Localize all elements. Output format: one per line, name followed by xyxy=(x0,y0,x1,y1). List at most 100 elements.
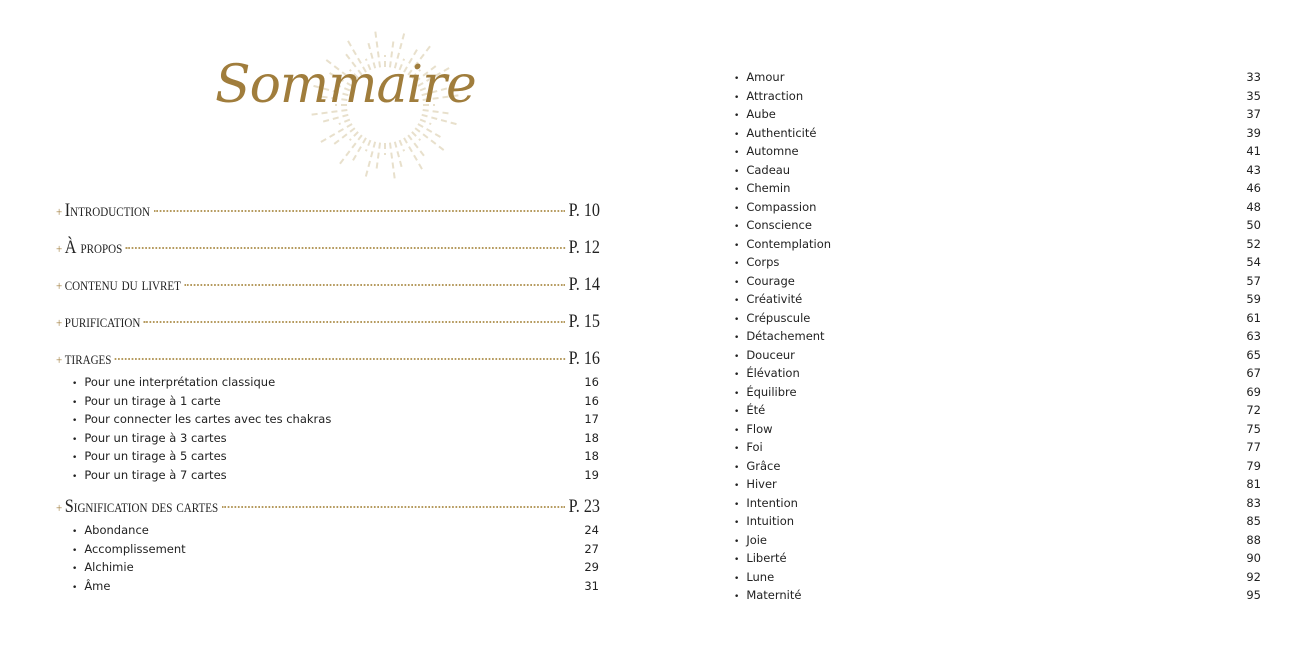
dot-leader xyxy=(114,358,566,360)
toc-entry[interactable]: • Équilibre 69 xyxy=(734,383,1261,402)
plus-icon: + xyxy=(56,241,63,256)
toc-section[interactable]: + purification P. 15 xyxy=(56,311,600,333)
bullet-icon: • xyxy=(72,453,78,463)
toc-entry[interactable]: • Pour un tirage à 7 cartes 19 xyxy=(72,466,599,485)
entry-page: 19 xyxy=(584,467,599,482)
toc-entry[interactable]: • Amour 33 xyxy=(734,68,1261,87)
toc-entry[interactable]: • Automne 41 xyxy=(734,142,1261,161)
entry-page: 85 xyxy=(1246,514,1261,528)
toc-entry[interactable]: • Corps 54 xyxy=(734,253,1261,272)
section-label: À propos xyxy=(64,237,123,258)
entry-page: 75 xyxy=(1246,421,1261,436)
bullet-icon: • xyxy=(734,203,740,214)
entry-page: 48 xyxy=(1246,199,1261,214)
toc-entry[interactable]: • Chemin 46 xyxy=(734,179,1261,198)
bullet-icon: • xyxy=(72,545,78,556)
toc-entry[interactable]: • Intuition 85 xyxy=(734,512,1261,531)
entry-page: 16 xyxy=(584,375,599,389)
toc-entry[interactable]: • Âme 31 xyxy=(72,577,599,596)
section-page: P. 14 xyxy=(568,274,600,295)
toc-entry[interactable]: • Authenticité 39 xyxy=(734,124,1261,143)
bullet-icon: • xyxy=(734,555,740,565)
entry-page: 52 xyxy=(1246,236,1261,251)
entry-page: 90 xyxy=(1246,551,1261,565)
entry-page: 57 xyxy=(1246,273,1261,288)
toc-entry[interactable]: • Courage 57 xyxy=(734,272,1261,291)
entry-label: Conscience xyxy=(746,218,812,232)
toc-entry[interactable]: • Accomplissement 27 xyxy=(72,540,599,559)
bullet-icon: • xyxy=(734,481,740,491)
toc-entry[interactable]: • Flow 75 xyxy=(734,420,1261,439)
entry-page: 54 xyxy=(1246,255,1261,269)
entry-page: 24 xyxy=(584,523,599,537)
toc-entry[interactable]: • Contemplation 52 xyxy=(734,235,1261,254)
bullet-icon: • xyxy=(72,527,78,537)
toc-entry[interactable]: • Détachement 63 xyxy=(734,327,1261,346)
toc-entry[interactable]: • Douceur 65 xyxy=(734,346,1261,365)
section-label: tirages xyxy=(64,348,112,369)
toc-entry[interactable]: • Pour un tirage à 1 carte 16 xyxy=(72,392,599,411)
toc-entry[interactable]: • Hiver 81 xyxy=(734,475,1261,494)
toc-entry[interactable]: • Maternité 95 xyxy=(734,586,1261,605)
toc-entry[interactable]: • Lune 92 xyxy=(734,568,1261,587)
plus-icon: + xyxy=(56,500,63,515)
toc-entry[interactable]: • Pour connecter les cartes avec tes chak… xyxy=(72,410,599,429)
entry-page: 39 xyxy=(1246,125,1261,140)
toc-entry[interactable]: • Conscience 50 xyxy=(734,216,1261,235)
toc-section[interactable]: + Signification des cartes P. 23 xyxy=(56,496,600,518)
section-page: P. 12 xyxy=(568,237,600,258)
entry-label: Lune xyxy=(746,569,775,584)
bullet-icon: • xyxy=(734,333,740,343)
toc-entry[interactable]: • Intention 83 xyxy=(734,494,1261,513)
toc-entry[interactable]: • Alchimie 29 xyxy=(72,558,599,577)
toc-entry[interactable]: • Pour un tirage à 3 cartes 18 xyxy=(72,429,599,448)
dot-leader xyxy=(143,321,566,323)
bullet-icon: • xyxy=(734,370,740,380)
entry-label: Pour un tirage à 7 cartes xyxy=(84,467,227,482)
toc-section[interactable]: + tirages P. 16 xyxy=(56,348,600,370)
toc-entry[interactable]: • Créativité 59 xyxy=(734,290,1261,309)
bullet-icon: • xyxy=(734,499,740,510)
toc-entry[interactable]: • Aube 37 xyxy=(734,105,1261,124)
dot-leader xyxy=(221,506,566,508)
toc-entry[interactable]: • Grâce 79 xyxy=(734,457,1261,476)
bullet-icon: • xyxy=(734,536,740,547)
toc-entry[interactable]: • Élévation 67 xyxy=(734,364,1261,383)
toc-entry[interactable]: • Attraction 35 xyxy=(734,87,1261,106)
section-page: P. 23 xyxy=(568,496,600,517)
toc-entry[interactable]: • Foi 77 xyxy=(734,438,1261,457)
toc-entry[interactable]: • Crépuscule 61 xyxy=(734,309,1261,328)
toc-entry[interactable]: • Compassion 48 xyxy=(734,198,1261,217)
entry-label: Équilibre xyxy=(746,384,797,399)
plus-icon: + xyxy=(56,352,63,367)
toc-entry[interactable]: • Abondance 24 xyxy=(72,521,599,540)
entry-page: 18 xyxy=(584,430,599,445)
entry-page: 35 xyxy=(1246,88,1261,103)
bullet-icon: • xyxy=(72,434,78,445)
sunburst-decoration xyxy=(310,30,460,180)
toc-entry[interactable]: • Cadeau 43 xyxy=(734,161,1261,180)
toc-entry[interactable]: • Été 72 xyxy=(734,401,1261,420)
section-label: Signification des cartes xyxy=(64,496,219,517)
plus-icon: + xyxy=(56,278,63,293)
entry-page: 37 xyxy=(1246,107,1261,121)
bullet-icon: • xyxy=(72,564,78,574)
toc-entry[interactable]: • Pour une interprétation classique 16 xyxy=(72,373,599,392)
toc-section[interactable]: + À propos P. 12 xyxy=(56,237,600,259)
toc-section[interactable]: + contenu du livret P. 14 xyxy=(56,274,600,296)
toc-entry[interactable]: • Joie 88 xyxy=(734,531,1261,550)
entry-page: 31 xyxy=(584,578,599,593)
entry-label: Aube xyxy=(746,107,776,121)
entry-page: 65 xyxy=(1246,347,1261,362)
toc-entry[interactable]: • Liberté 90 xyxy=(734,549,1261,568)
entry-label: Été xyxy=(746,403,766,417)
bullet-icon: • xyxy=(734,74,740,84)
entry-page: 41 xyxy=(1246,144,1261,158)
toc-entry[interactable]: • Pour un tirage à 5 cartes 18 xyxy=(72,447,599,466)
entry-label: Liberté xyxy=(746,551,787,565)
entry-label: Élévation xyxy=(746,366,800,380)
bullet-icon: • xyxy=(734,240,740,251)
entry-label: Attraction xyxy=(746,88,804,103)
entry-label: Grâce xyxy=(746,458,781,473)
toc-section[interactable]: + Introduction P. 10 xyxy=(56,200,600,222)
